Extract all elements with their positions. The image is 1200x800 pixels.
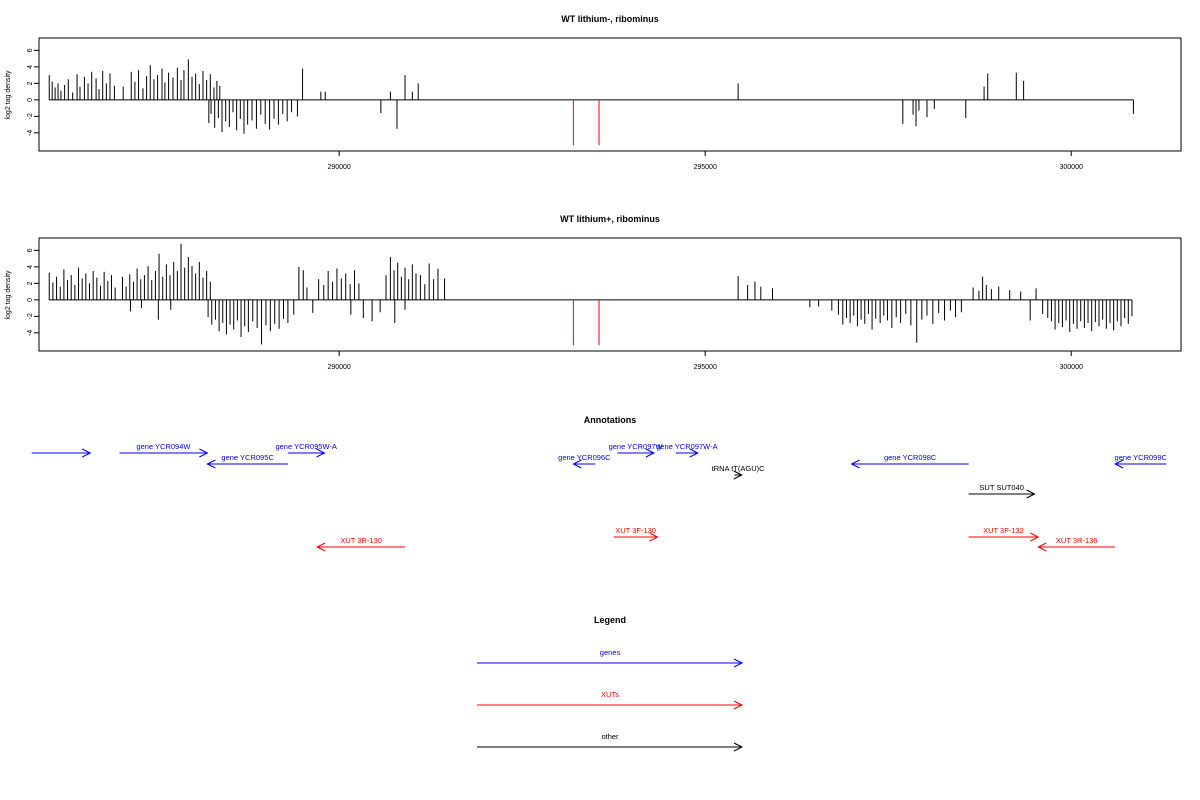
annotations-title: Annotations — [584, 415, 637, 425]
y-tick-label: 2 — [27, 81, 34, 85]
annotation-feature: XUT 3R-130 — [316, 536, 406, 552]
bars-group — [48, 243, 1133, 345]
y-axis: -4 -2 0 2 4 6 — [27, 48, 40, 136]
arrowhead-icon — [206, 459, 216, 469]
x-tick-label: 300000 — [1060, 364, 1083, 371]
marker-lines-group — [572, 99, 600, 146]
legend-label: XUTs — [601, 690, 619, 699]
y-axis-label: log2 tag density — [5, 270, 12, 320]
annotation-feature: gene YCR094W — [119, 442, 209, 458]
y-tick-label: -2 — [27, 113, 34, 119]
y-tick-label: 6 — [27, 248, 34, 252]
feature-label: gene YCR099C — [1115, 453, 1168, 462]
y-tick-label: -4 — [27, 130, 34, 136]
arrowhead-icon — [645, 448, 656, 458]
plot-panel-lithium-minus: WT lithium-, ribominus log2 tag density … — [5, 14, 1182, 171]
y-axis-label: log2 tag density — [5, 70, 12, 120]
arrowhead-icon — [689, 448, 699, 458]
x-tick-label: 290000 — [327, 164, 350, 171]
legend-item: XUTs — [477, 690, 744, 710]
annotation-feature: SUT SUT040 — [968, 483, 1036, 499]
panel-title: WT lithium+, ribominus — [560, 214, 660, 224]
annotation-feature: XUT 3F-132 — [968, 526, 1040, 542]
annotation-feature: tRNA tT(AGU)C — [712, 464, 766, 480]
y-axis: -4 -2 0 2 4 6 — [27, 248, 40, 336]
feature-label: gene YCR096C — [558, 453, 611, 462]
feature-label: tRNA tT(AGU)C — [712, 464, 766, 473]
marker-lines-group — [572, 299, 600, 346]
annotation-feature: gene YCR095C — [206, 453, 288, 469]
y-tick-label: -2 — [27, 313, 34, 319]
legend-title: Legend — [594, 615, 626, 625]
legend-label: genes — [600, 648, 621, 657]
arrowhead-icon — [733, 470, 743, 480]
x-axis: 290000 295000 300000 — [327, 350, 1083, 371]
y-tick-label: 4 — [27, 65, 34, 69]
feature-label: gene YCR097W — [609, 442, 664, 451]
x-tick-label: 290000 — [327, 364, 350, 371]
feature-label: gene YCR095C — [221, 453, 274, 462]
feature-label: XUT 3F-132 — [983, 526, 1024, 535]
bars-group — [48, 59, 1134, 134]
annotation-feature: gene YCR099C — [1113, 453, 1168, 469]
feature-label: gene YCR095W-A — [275, 442, 336, 451]
arrowhead-icon — [572, 459, 582, 469]
arrowhead-icon — [1026, 489, 1036, 499]
feature-label: SUT SUT040 — [979, 483, 1023, 492]
annotation-feature: gene YCR096C — [558, 453, 611, 469]
legend-items: genes XUTs other — [477, 648, 744, 752]
arrowhead-icon — [199, 448, 209, 458]
annotation-feature: gene YCR097W-A — [656, 442, 718, 458]
panel-title: WT lithium-, ribominus — [561, 14, 659, 24]
arrowhead-icon — [733, 658, 744, 668]
x-tick-label: 295000 — [693, 164, 716, 171]
annotation-feature: XUT 3F-130 — [613, 526, 659, 542]
legend: Legend genes XUTs other — [477, 615, 744, 752]
feature-label: XUT 3F-130 — [615, 526, 656, 535]
arrowhead-icon — [733, 700, 744, 710]
y-tick-label: 0 — [27, 98, 34, 102]
annotation-feature: gene YCR098C — [850, 453, 969, 469]
arrowhead-icon — [733, 742, 744, 752]
legend-item: genes — [477, 648, 744, 668]
annotation-feature: gene YCR097W — [609, 442, 664, 458]
feature-label: gene YCR097W-A — [656, 442, 717, 451]
legend-item: other — [477, 732, 744, 752]
arrowhead-icon — [316, 542, 326, 552]
feature-label: XUT 3R-136 — [1056, 536, 1098, 545]
feature-label: gene YCR098C — [884, 453, 937, 462]
annotation-feature: XUT 3R-136 — [1037, 536, 1116, 552]
x-tick-label: 295000 — [693, 364, 716, 371]
arrowhead-icon — [82, 448, 92, 458]
feature-label: gene YCR094W — [136, 442, 191, 451]
legend-label: other — [601, 732, 619, 741]
arrowhead-icon — [850, 459, 860, 469]
arrowhead-icon — [1037, 542, 1047, 552]
x-axis: 290000 295000 300000 — [327, 150, 1083, 171]
y-tick-label: 6 — [27, 48, 34, 52]
y-tick-label: 4 — [27, 265, 34, 269]
arrowhead-icon — [316, 448, 326, 458]
feature-label: XUT 3R-130 — [340, 536, 382, 545]
y-tick-label: 2 — [27, 281, 34, 285]
arrowhead-icon — [1113, 459, 1124, 469]
arrowhead-icon — [649, 532, 659, 542]
annotation-feature: gene YCR095W-A — [275, 442, 337, 458]
plot-panel-lithium-plus: WT lithium+, ribominus log2 tag density … — [5, 214, 1182, 371]
y-tick-label: 0 — [27, 298, 34, 302]
annotation-feature — [31, 448, 92, 458]
arrowhead-icon — [1030, 532, 1040, 542]
x-tick-label: 300000 — [1060, 164, 1083, 171]
y-tick-label: -4 — [27, 330, 34, 336]
